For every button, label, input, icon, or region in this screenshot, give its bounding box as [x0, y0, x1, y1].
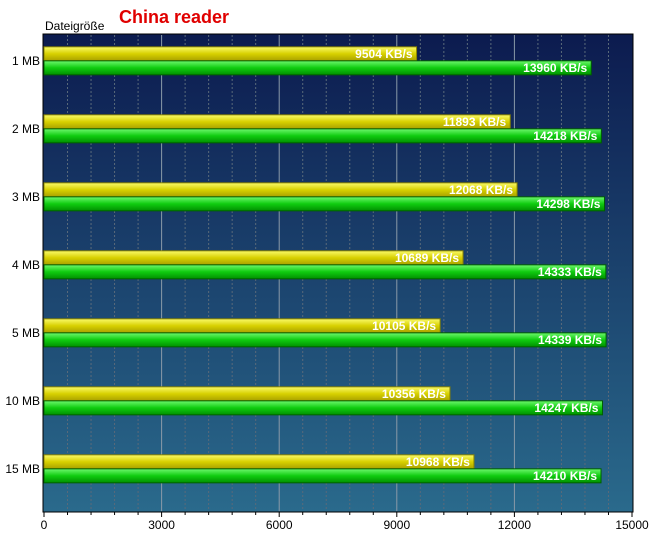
category-label: 5 MB [12, 326, 40, 340]
data-label: 10968 KB/s [406, 455, 470, 469]
category-labels: 1 MB 2 MB 3 MB 4 MB 5 MB 10 MB 15 MB [5, 54, 40, 476]
bars: 9504 KB/s 13960 KB/s 11893 KB/s 14218 KB/s 1… [43, 46, 607, 484]
category-label: 1 MB [12, 54, 40, 68]
tick-label: 15000 [615, 518, 649, 532]
bar [43, 264, 607, 280]
bar [43, 468, 602, 484]
data-label: 13960 KB/s [523, 61, 587, 75]
bar [43, 128, 602, 144]
data-label: 14333 KB/s [538, 265, 602, 279]
bar [43, 114, 511, 130]
category-label: 2 MB [12, 122, 40, 136]
category-label: 3 MB [12, 190, 40, 204]
x-axis-ticks: 0 3000 6000 9000 12000 15000 [41, 511, 649, 532]
category-label: 4 MB [12, 258, 40, 272]
data-label: 9504 KB/s [355, 47, 413, 61]
tick-label: 6000 [266, 518, 293, 532]
tick-label: 9000 [383, 518, 410, 532]
chart-title: China reader [119, 7, 229, 27]
category-label: 15 MB [5, 462, 40, 476]
bar [43, 196, 605, 212]
data-label: 12068 KB/s [449, 183, 513, 197]
category-label: 10 MB [5, 394, 40, 408]
tick-label: 3000 [148, 518, 175, 532]
tick-label: 12000 [498, 518, 532, 532]
bar [43, 60, 592, 76]
tick-label: 0 [41, 518, 48, 532]
data-label: 10356 KB/s [382, 387, 446, 401]
bar [43, 400, 603, 416]
data-label: 14298 KB/s [536, 197, 600, 211]
bar [43, 182, 518, 198]
data-label: 14210 KB/s [533, 469, 597, 483]
data-label: 14247 KB/s [534, 401, 598, 415]
data-label: 14339 KB/s [538, 333, 602, 347]
data-label: 11893 KB/s [443, 115, 507, 129]
data-label: 10689 KB/s [395, 251, 459, 265]
data-label: 10105 KB/s [372, 319, 436, 333]
y-axis-title: Dateigröße [45, 19, 105, 33]
bar [43, 332, 607, 348]
data-label: 14218 KB/s [533, 129, 597, 143]
